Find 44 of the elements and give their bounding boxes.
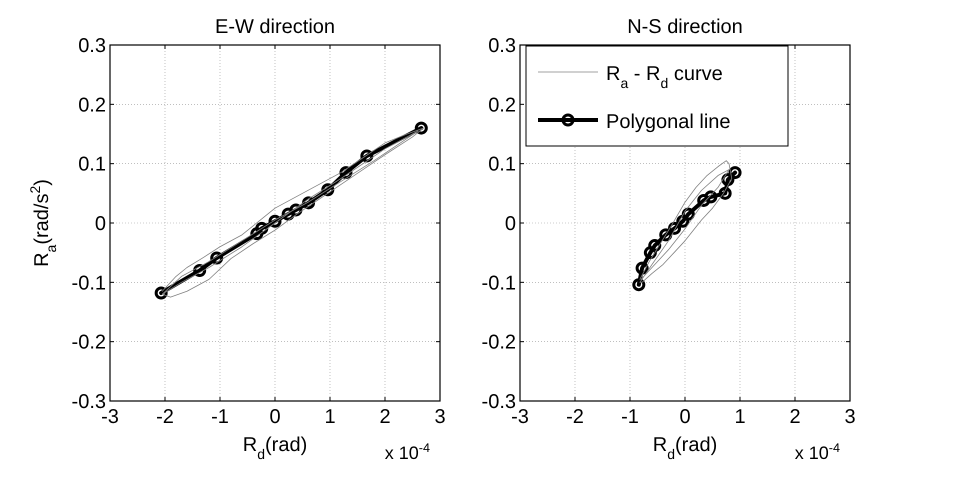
x-tick-label: 3 — [844, 406, 856, 428]
point — [697, 194, 710, 207]
text: x 10$^{-4}$ — [384, 441, 430, 463]
x-tick-label: -1 — [621, 406, 639, 428]
x-tick-label: 1 — [734, 406, 746, 428]
legend-label: R$_{a}$ - R$_{d}$ curve — [606, 63, 723, 91]
x-tick-label: -2 — [156, 406, 174, 428]
y-tick-label: 0 — [504, 213, 516, 235]
y-tick-label: -0.2 — [482, 332, 516, 354]
point — [644, 246, 657, 260]
x-tick-label: 2 — [379, 406, 391, 428]
point — [414, 122, 428, 135]
y-tick-label: 0.3 — [78, 35, 106, 57]
x-tick-label: 2 — [789, 406, 801, 428]
point — [704, 190, 718, 204]
chart-title: N-S direction — [627, 16, 743, 38]
x-tick-label: -1 — [211, 406, 229, 428]
text: x 10$^{-4}$ — [794, 441, 840, 463]
y-tick-label: 0.2 — [488, 94, 516, 116]
chart-title: E-W direction — [214, 16, 336, 38]
point — [154, 286, 168, 300]
x-tick-label: -2 — [566, 406, 584, 428]
x-axis-title: R$_{d}$(rad) — [242, 434, 308, 462]
y-tick-label: -0.3 — [72, 391, 106, 413]
y-tick-label: -0.1 — [482, 272, 516, 294]
y-tick-label: -0.1 — [72, 272, 106, 294]
y-tick-label: -0.2 — [72, 332, 106, 354]
x-tick-label: 0 — [269, 406, 281, 428]
y-tick-label: 0.1 — [78, 154, 106, 176]
y-tick-label: 0.1 — [488, 154, 516, 176]
point — [718, 186, 732, 200]
point — [676, 214, 690, 228]
y-tick-label: -0.3 — [482, 391, 516, 413]
x-tick-label: 3 — [434, 406, 446, 428]
x-tick-label: 1 — [324, 406, 336, 428]
legend-label: Polygonal line — [606, 111, 731, 133]
y-tick-label: 0.3 — [488, 35, 516, 57]
point — [632, 278, 646, 292]
point — [648, 239, 662, 252]
y-tick-label: 0 — [94, 213, 106, 235]
point — [636, 262, 649, 275]
y-tick-label: 0.2 — [78, 94, 106, 116]
x-tick-label: 0 — [679, 406, 691, 428]
x-axis-title: R$_{d}$(rad) — [652, 434, 718, 462]
